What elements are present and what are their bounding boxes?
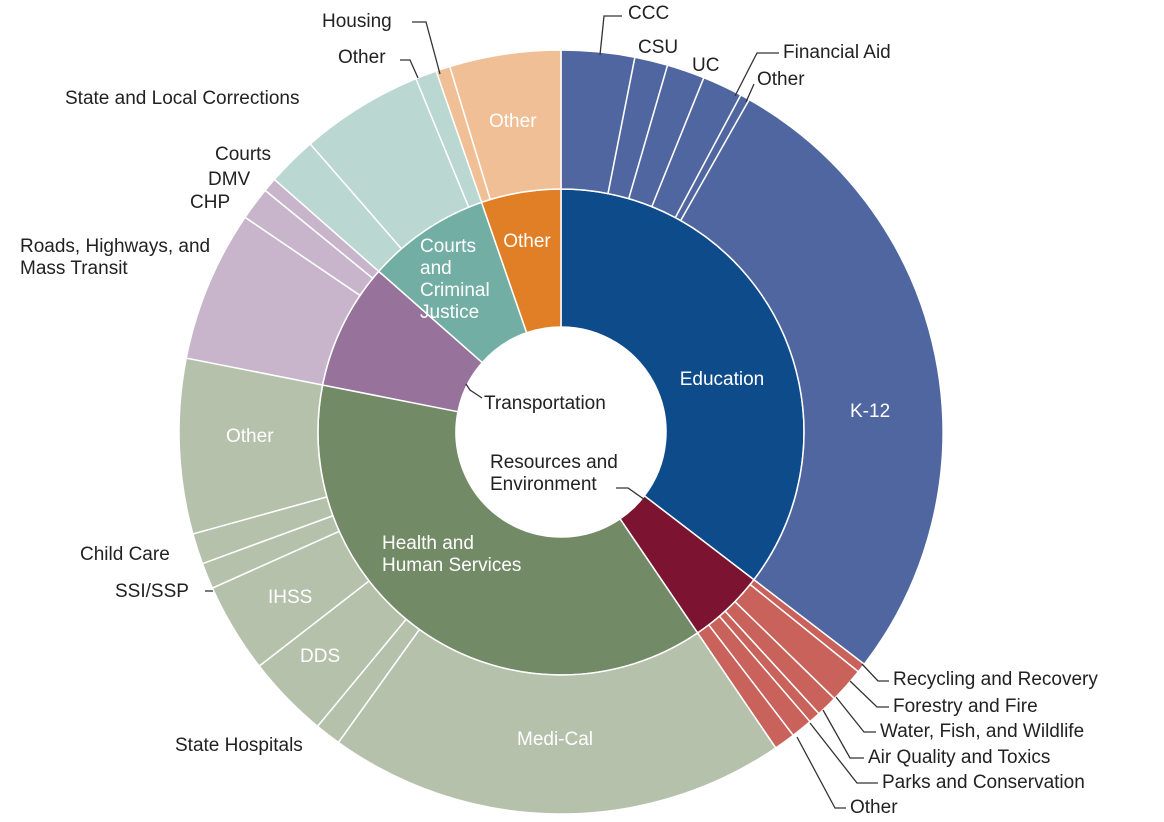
segment-label: Resources and Environment [490, 452, 618, 495]
leader-line [745, 83, 755, 103]
leader-line [809, 722, 878, 784]
segment-label: Parks and Conservation [882, 772, 1085, 793]
segment-label: CCC [628, 3, 670, 24]
segment-label: Forestry and Fire [893, 696, 1038, 717]
segment-label: Courts [215, 144, 271, 165]
segment-label: Health and Human Services [382, 533, 522, 576]
segment-label: DDS [300, 646, 341, 667]
segment-label: DMV [208, 169, 251, 190]
leader-line [861, 663, 889, 682]
leader-line [796, 736, 846, 809]
segment-label: Financial Aid [783, 42, 891, 63]
segment-label: Other [757, 69, 805, 90]
leader-line [465, 383, 483, 399]
leader-line [599, 15, 622, 56]
segment-label: Roads, Highways, and Mass Transit [20, 236, 211, 279]
segment-label: Water, Fish, and Wildlife [880, 721, 1085, 742]
segment-label: Air Quality and Toxics [868, 747, 1051, 768]
outer-segment [337, 628, 777, 815]
leader-line [616, 487, 649, 503]
leader-line [822, 709, 864, 759]
segment-label: State Hospitals [175, 735, 303, 756]
segment-label: IHSS [268, 587, 313, 608]
outer-segment [448, 49, 562, 201]
segment-label: Other [489, 111, 537, 132]
segment-label: Housing [322, 11, 392, 32]
segment-label: Education [679, 369, 765, 390]
leader-line [412, 21, 441, 75]
segment-label: CHP [190, 192, 231, 213]
outer-segment [679, 98, 944, 666]
segment-label: Other [226, 426, 274, 447]
segment-label: Transportation [484, 393, 606, 414]
segment-label: K-12 [850, 401, 891, 422]
leader-line [835, 696, 876, 733]
segment-label: UC [692, 55, 720, 76]
segment-label: Other [338, 47, 386, 68]
segment-label: Child Care [80, 544, 170, 565]
segment-label: Medi-Cal [517, 729, 594, 750]
leader-line [734, 52, 779, 97]
segment-label: CSU [638, 37, 679, 58]
segment-label: SSI/SSP [115, 581, 189, 602]
leader-line [400, 59, 419, 79]
segment-label: State and Local Corrections [65, 88, 300, 109]
segment-label: Recycling and Recovery [893, 669, 1098, 690]
segment-label: Other [850, 797, 898, 818]
segment-label: Other [503, 231, 551, 252]
leader-line [849, 680, 889, 708]
segment-label: Courts and Criminal Justice [420, 236, 490, 323]
